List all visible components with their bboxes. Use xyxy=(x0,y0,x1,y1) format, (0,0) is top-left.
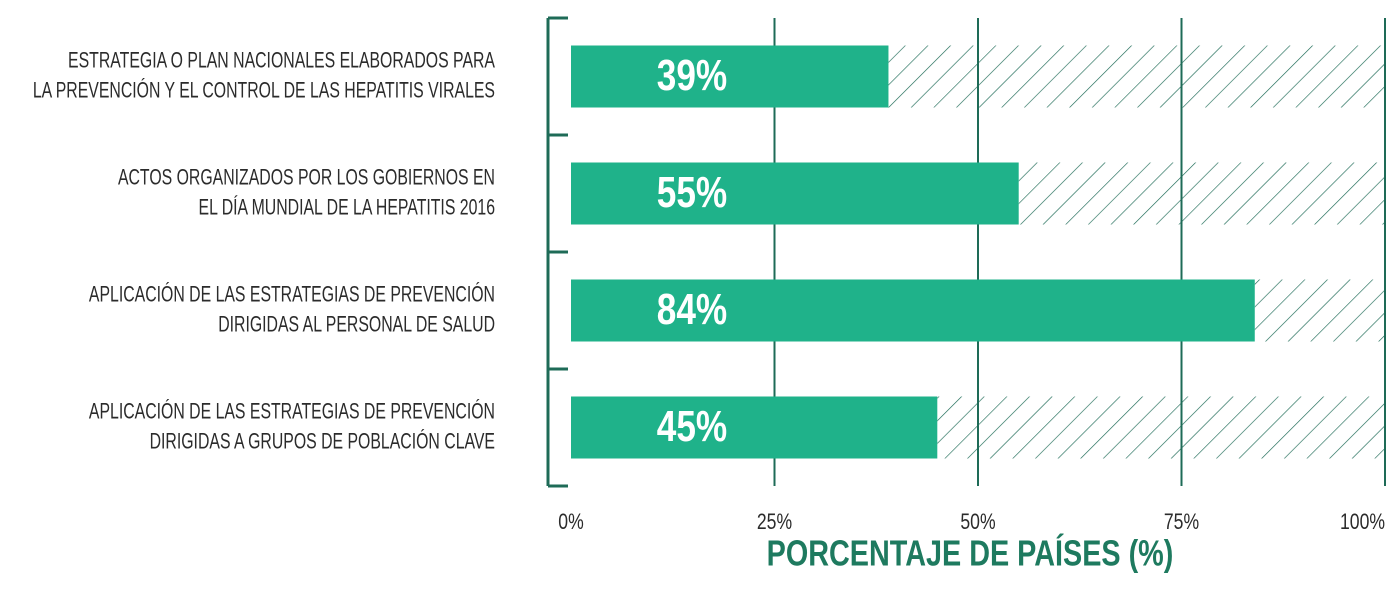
x-tick-label: 100% xyxy=(1340,510,1385,534)
category-label-group: APLICACIÓN DE LAS ESTRATEGIAS DE PREVENC… xyxy=(89,399,495,454)
bar xyxy=(571,45,889,108)
value-label: 84% xyxy=(657,285,727,334)
value-label: 39% xyxy=(657,51,727,100)
x-tick-group: 0% xyxy=(558,510,583,534)
category-label-group: APLICACIÓN DE LAS ESTRATEGIAS DE PREVENC… xyxy=(89,282,495,337)
bar xyxy=(571,279,1255,342)
remainder xyxy=(1018,162,1385,225)
value-label-group: 45% xyxy=(657,402,727,451)
value-label: 55% xyxy=(657,168,727,217)
x-tick-group: 50% xyxy=(960,510,995,534)
x-tick-group: 75% xyxy=(1164,510,1199,534)
value-label: 45% xyxy=(657,402,727,451)
remainder xyxy=(937,396,1385,459)
category-label-group: ESTRATEGIA O PLAN NACIONALES ELABORADOS … xyxy=(33,49,495,103)
x-tick-group: 25% xyxy=(757,510,792,534)
x-tick-label: 0% xyxy=(558,510,583,534)
x-axis-title: PORCENTAJE DE PAÍSES (%) xyxy=(767,532,1174,573)
x-tick-label: 25% xyxy=(757,510,792,534)
plot-area xyxy=(548,16,1386,488)
x-tick-group: 100% xyxy=(1340,510,1385,534)
x-tick-label: 75% xyxy=(1164,510,1199,534)
value-label-group: 84% xyxy=(657,285,727,334)
value-label-group: 39% xyxy=(657,51,727,100)
category-label: DIRIGIDAS A GRUPOS DE POBLACIÓN CLAVE xyxy=(150,429,495,454)
category-label: LA PREVENCIÓN Y EL CONTROL DE LAS HEPATI… xyxy=(33,78,495,103)
value-label-group: 55% xyxy=(657,168,727,217)
bar xyxy=(571,396,938,459)
category-label: ESTRATEGIA O PLAN NACIONALES ELABORADOS … xyxy=(68,49,495,73)
x-tick-label: 50% xyxy=(960,510,995,534)
category-label: APLICACIÓN DE LAS ESTRATEGIAS DE PREVENC… xyxy=(89,282,495,307)
category-label: ACTOS ORGANIZADOS POR LOS GOBIERNOS EN xyxy=(118,166,495,190)
category-label: APLICACIÓN DE LAS ESTRATEGIAS DE PREVENC… xyxy=(89,399,495,424)
remainder xyxy=(1254,279,1385,342)
category-label-group: ACTOS ORGANIZADOS POR LOS GOBIERNOS EN EL… xyxy=(118,166,495,220)
remainder xyxy=(888,45,1385,108)
bar xyxy=(571,162,1019,225)
category-label: EL DÍA MUNDIAL DE LA HEPATITIS 2016 xyxy=(199,196,495,220)
category-label: DIRIGIDAS AL PERSONAL DE SALUD xyxy=(218,313,495,337)
